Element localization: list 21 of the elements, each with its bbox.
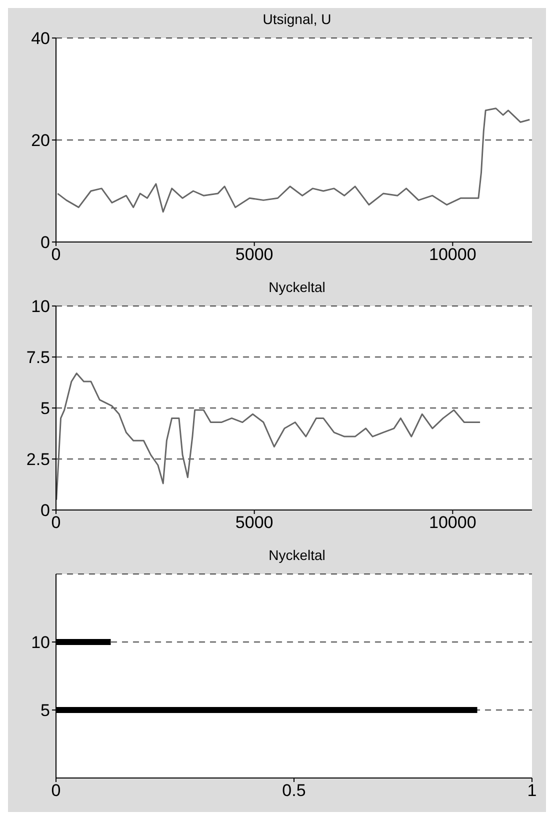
y-tick-label: 0	[40, 233, 50, 252]
line-series	[56, 108, 530, 213]
x-tick-label: 10000	[429, 245, 476, 264]
y-tick-label: 10	[31, 297, 50, 316]
line-series	[56, 372, 481, 501]
x-tick-label: 10000	[429, 513, 476, 532]
y-tick-label: 2.5	[26, 450, 50, 470]
y-tick-label: 10	[31, 633, 50, 652]
chart-title: Nyckeltal	[268, 278, 326, 297]
y-tick-label: 20	[31, 131, 50, 150]
y-tick-label: 40	[31, 29, 50, 48]
x-tick-label: 1	[527, 781, 537, 800]
x-tick-label: 5000	[235, 513, 274, 532]
x-tick-label: 5000	[235, 245, 274, 264]
y-tick-label: 5	[40, 399, 50, 418]
y-tick-label: 7.5	[26, 348, 50, 368]
y-tick-label: 0	[40, 501, 50, 520]
chart-title: Nyckeltal	[268, 546, 326, 565]
chart-title: Utsignal, U	[262, 10, 332, 29]
y-tick-label: 5	[40, 701, 50, 720]
x-tick-label: 0.5	[282, 781, 306, 800]
